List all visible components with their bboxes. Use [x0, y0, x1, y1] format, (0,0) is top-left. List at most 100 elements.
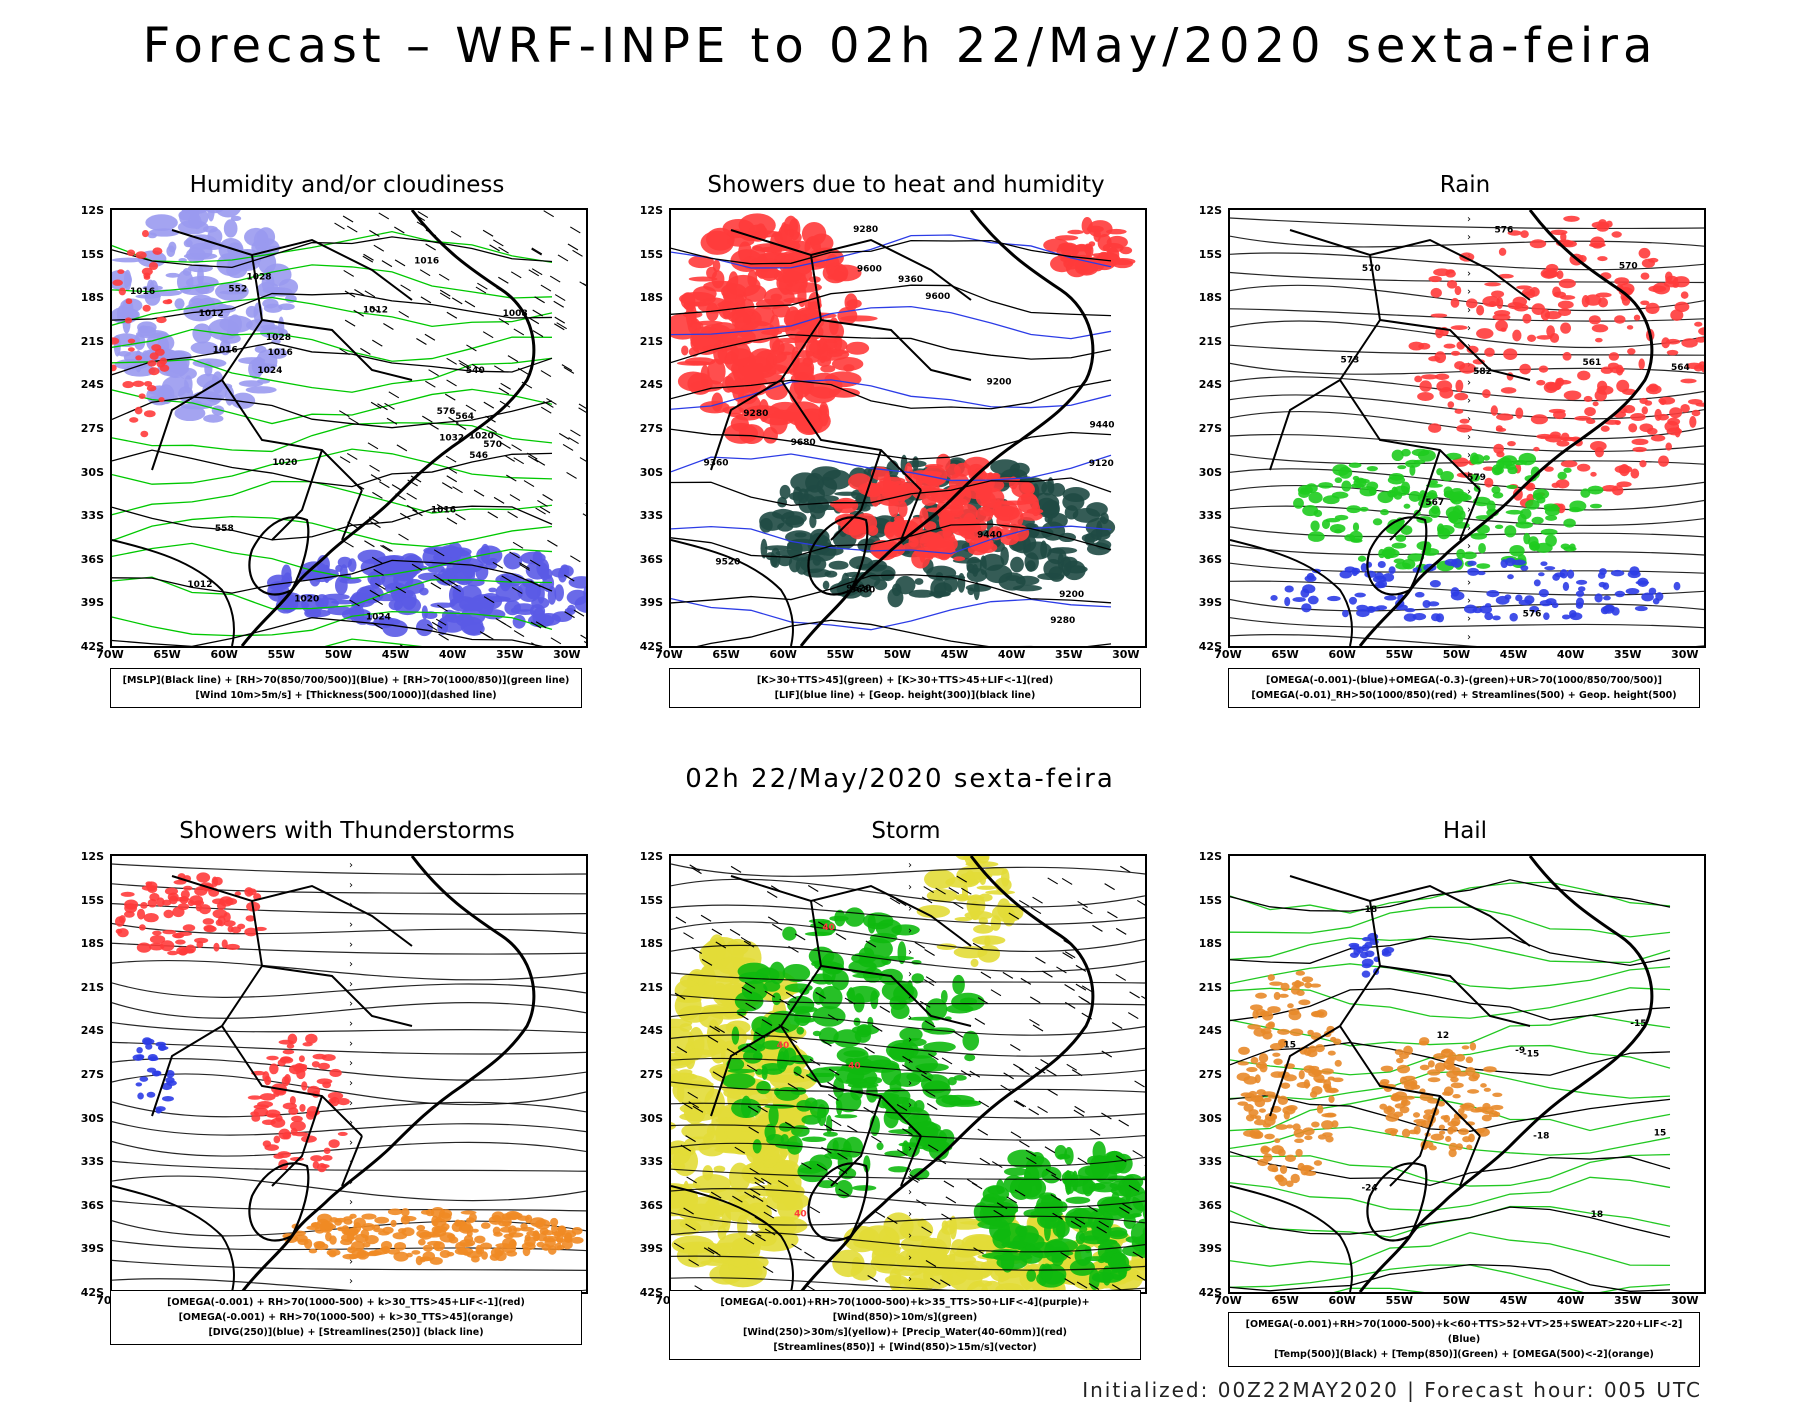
convection-red-east	[1043, 217, 1135, 277]
contour-label: 9440	[1090, 420, 1115, 430]
contour-label: 1012	[187, 580, 212, 590]
latitude-label: 21S	[633, 981, 663, 994]
contour-label: 540	[466, 366, 485, 376]
contour-label: 9680	[791, 438, 816, 448]
contour-label: 1016	[268, 348, 293, 358]
latitude-label: 18S	[633, 937, 663, 950]
latitude-label: 33S	[633, 509, 663, 522]
svg-text:›: ›	[908, 1231, 912, 1242]
longitude-label: 40W	[436, 648, 470, 661]
latitude-label: 18S	[74, 291, 104, 304]
latitude-label: 33S	[74, 509, 104, 522]
contour-label: 579	[1467, 473, 1486, 483]
svg-text:›: ›	[1467, 614, 1471, 625]
longitude-label: 55W	[264, 648, 298, 661]
svg-text:›: ›	[349, 1058, 353, 1069]
longitude-label: 65W	[150, 648, 184, 661]
contour-label: 40	[777, 1041, 790, 1051]
legend-line: [OMEGA(-0.001)+RH>70(1000-500)+k<60+TTS>…	[1231, 1317, 1697, 1347]
svg-text:›: ›	[908, 1100, 912, 1111]
latitude-label: 15S	[633, 894, 663, 907]
contour-label: 9360	[898, 275, 923, 285]
contour-label: 9280	[743, 409, 768, 419]
latitude-label: 24S	[74, 1024, 104, 1037]
panel-title: Showers with Thunderstorms	[107, 818, 587, 844]
legend-line: [MSLP](Black line) + [RH>70(850/700/500)…	[113, 673, 579, 688]
longitude-label: 35W	[1611, 1294, 1645, 1307]
contour-label: 40	[848, 1062, 861, 1072]
contour-label: 1016	[130, 287, 155, 297]
contour-label: 567	[1425, 498, 1444, 508]
svg-text:›: ›	[1467, 632, 1471, 643]
weather-map: ››››››››››››››››››››››››5765735705675645…	[1228, 208, 1706, 648]
longitude-label: 70W	[1211, 648, 1245, 661]
svg-text:›: ›	[349, 1019, 353, 1030]
svg-text:›: ›	[1467, 541, 1471, 552]
contour-label: 576	[437, 407, 456, 417]
contour-label: 552	[228, 284, 247, 294]
svg-text:›: ›	[1467, 432, 1471, 443]
contour-label: 564	[1671, 363, 1690, 373]
longitude-label: 50W	[880, 648, 914, 661]
latitude-label: 21S	[74, 335, 104, 348]
contour-label: 15	[1654, 1128, 1667, 1138]
svg-text:›: ›	[908, 947, 912, 958]
omega-blue	[1270, 558, 1680, 623]
legend-line: [Wind 10m>5m/s] + [Thickness(500/1000)](…	[113, 688, 579, 703]
latitude-label: 27S	[74, 422, 104, 435]
longitude-label: 45W	[1497, 1294, 1531, 1307]
panel-title: Showers due to heat and humidity	[666, 172, 1146, 198]
latitude-label: 30S	[633, 466, 663, 479]
contour-label: 1016	[414, 257, 439, 267]
svg-text:›: ›	[908, 860, 912, 871]
contour-label: 15	[1283, 1041, 1296, 1051]
longitude-label: 70W	[1211, 1294, 1245, 1307]
legend-line: [Wind(250)>30m/s](yellow)+ [Precip_Water…	[672, 1325, 1138, 1340]
storm-red-north	[115, 872, 267, 955]
latitude-label: 33S	[1192, 509, 1222, 522]
svg-text:›: ›	[349, 919, 353, 930]
latitude-label: 21S	[633, 335, 663, 348]
latitude-label: 12S	[74, 204, 104, 217]
latitude-label: 12S	[1192, 204, 1222, 217]
convection-red	[671, 213, 878, 444]
longitude-label: 55W	[1382, 1294, 1416, 1307]
legend-line: [OMEGA(-0.01)_RH>50(1000/850)(red) + Str…	[1231, 688, 1697, 703]
longitude-label: 30W	[1668, 648, 1702, 661]
longitude-label: 70W	[93, 648, 127, 661]
contour-label: 9360	[703, 458, 728, 468]
panel-title: Humidity and/or cloudiness	[107, 172, 587, 198]
longitude-label: 55W	[1382, 648, 1416, 661]
contour-label: 12	[1437, 1031, 1450, 1041]
longitude-label: 60W	[1325, 1294, 1359, 1307]
contour-label: 9200	[1059, 590, 1084, 600]
legend-line: [OMEGA(-0.001)+RH>70(1000-500)+k>35_TTS>…	[672, 1295, 1138, 1325]
contour-label: 576	[1495, 225, 1514, 235]
svg-text:›: ›	[1467, 269, 1471, 280]
longitude-label: 45W	[1497, 648, 1531, 661]
longitude-label: 70W	[652, 648, 686, 661]
contour-label: 9440	[977, 531, 1002, 541]
contour-label: -18	[1361, 905, 1377, 915]
latitude-label: 30S	[1192, 466, 1222, 479]
latitude-label: 27S	[633, 1068, 663, 1081]
contour-label: 9600	[925, 292, 950, 302]
contour-label: 1024	[257, 366, 282, 376]
svg-text:›: ›	[908, 1252, 912, 1263]
latitude-label: 36S	[633, 553, 663, 566]
map-legend: [OMEGA(-0.001)+RH>70(1000-500)+k>35_TTS>…	[669, 1290, 1141, 1360]
longitude-label: 60W	[766, 648, 800, 661]
contour-label: 1020	[272, 458, 297, 468]
svg-text:›: ›	[908, 969, 912, 980]
longitude-label: 30W	[1668, 1294, 1702, 1307]
latitude-label: 12S	[74, 850, 104, 863]
svg-text:›: ›	[1467, 214, 1471, 225]
contour-label: 1028	[246, 273, 271, 283]
longitude-label: 65W	[1268, 648, 1302, 661]
contour-label: 570	[483, 440, 502, 450]
storm-orange-band	[282, 1207, 583, 1265]
contour-label: -15	[1523, 1049, 1539, 1059]
latitude-label: 30S	[633, 1112, 663, 1125]
contour-label: 561	[1582, 358, 1601, 368]
contour-label: 9120	[1089, 459, 1114, 469]
